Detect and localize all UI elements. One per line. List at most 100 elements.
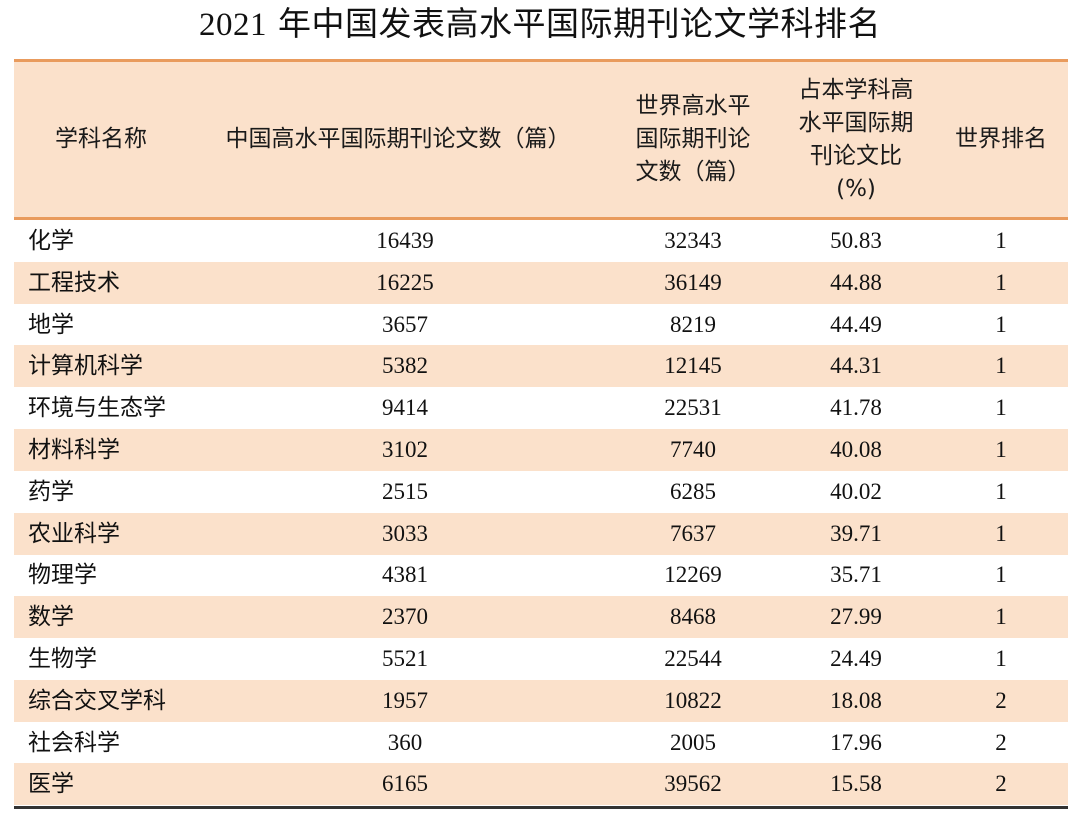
header-lines: 世界排名: [955, 123, 1047, 156]
table-row: 农业科学 3033 7637 39.71 1: [14, 512, 1068, 555]
cell-china-papers: 360: [387, 729, 423, 755]
header-line: 国际期刊论: [635, 126, 751, 152]
cell-share: 44.88: [830, 269, 882, 295]
cell-china-papers: 1957: [382, 687, 428, 713]
cell-world-papers: 32343: [664, 228, 722, 253]
cell-subject: 材料科学: [28, 437, 120, 463]
cell-china-papers: 5521: [382, 646, 428, 671]
cell-subject: 物理学: [28, 562, 97, 589]
cell-china-papers: 3102: [382, 437, 428, 462]
header-line: 世界高水平: [635, 93, 751, 119]
cell-share: 39.71: [830, 520, 882, 546]
cell-subject: 数学: [28, 604, 74, 631]
header-rule: [14, 217, 1068, 220]
header-line: 占本学科高: [798, 76, 914, 103]
cell-world-papers: 7637: [670, 520, 716, 546]
header-share: 占本学科高水平国际期刊论文比 (%): [778, 62, 934, 217]
cell-subject: 药学: [28, 478, 74, 505]
cell-subject: 计算机科学: [28, 353, 143, 380]
header-china-papers: 中国高水平国际期刊论文数（篇）: [188, 62, 608, 217]
cell-rank: 1: [995, 604, 1007, 630]
top-rule: [14, 59, 1068, 62]
cell-world-papers: 39562: [664, 771, 722, 797]
header-line: 世界排名: [955, 126, 1047, 152]
cell-world-papers: 22544: [664, 646, 722, 671]
cell-world-papers: 22531: [664, 395, 722, 421]
cell-rank: 2: [995, 771, 1007, 797]
cell-world-papers: 10822: [664, 687, 722, 713]
cell-rank: 2: [995, 687, 1007, 713]
cell-subject: 化学: [28, 228, 74, 254]
header-rank: 世界排名: [934, 62, 1068, 217]
cell-world-papers: 12269: [664, 562, 722, 588]
header-line: 刊论文比: [810, 142, 902, 169]
cell-china-papers: 6165: [382, 771, 428, 797]
header-lines: 占本学科高水平国际期刊论文比 (%): [799, 74, 914, 206]
cell-share: 15.58: [830, 771, 882, 797]
cell-world-papers: 8219: [670, 311, 716, 337]
cell-rank: 1: [995, 478, 1007, 504]
cell-subject: 工程技术: [28, 269, 120, 296]
header-lines: 世界高水平国际期刊论文数（篇）: [636, 90, 751, 189]
header-line: 学科名称: [55, 126, 147, 152]
table-row: 物理学 4381 12269 35.71 1: [14, 554, 1068, 596]
cell-world-papers: 12145: [664, 353, 722, 379]
cell-rank: 1: [995, 520, 1007, 546]
cell-china-papers: 16225: [376, 269, 434, 295]
cell-china-papers: 2515: [382, 478, 428, 504]
table-row: 生物学 5521 22544 24.49 1: [14, 638, 1068, 680]
table-row: 工程技术 16225 36149 44.88 1: [14, 261, 1068, 304]
cell-rank: 1: [995, 437, 1007, 462]
header-lines: 学科名称: [55, 123, 147, 156]
cell-share: 44.49: [830, 311, 882, 337]
title-text: 年中国发表高水平国际期刊论文学科排名: [278, 4, 881, 43]
cell-subject: 综合交叉学科: [28, 687, 166, 714]
cell-china-papers: 2370: [382, 604, 428, 630]
cell-subject: 生物学: [28, 646, 97, 672]
cell-rank: 1: [995, 353, 1007, 379]
table-row: 材料科学 3102 7740 40.08 1: [14, 429, 1068, 471]
table-row: 社会科学 360 2005 17.96 2: [14, 722, 1068, 764]
header-line: 中国高水平国际期刊论文数（篇）: [225, 126, 571, 152]
cell-rank: 1: [995, 311, 1007, 337]
table-row: 数学 2370 8468 27.99 1: [14, 596, 1068, 639]
cell-share: 24.49: [830, 646, 882, 671]
table-row: 地学 3657 8219 44.49 1: [14, 304, 1068, 346]
cell-china-papers: 9414: [382, 395, 428, 421]
header-line: (%): [836, 175, 876, 202]
table-row: 化学 16439 32343 50.83 1: [14, 220, 1068, 262]
cell-china-papers: 3033: [382, 520, 428, 546]
cell-subject: 农业科学: [28, 520, 120, 547]
bottom-rule: [14, 806, 1068, 809]
cell-rank: 1: [995, 562, 1007, 588]
table-header: [14, 62, 1068, 217]
header-line: 水平国际期: [798, 109, 914, 136]
cell-world-papers: 2005: [670, 729, 716, 755]
cell-world-papers: 6285: [670, 478, 716, 504]
cell-rank: 1: [995, 269, 1007, 295]
cell-subject: 医学: [28, 771, 74, 798]
header-line: 文数（篇）: [635, 159, 751, 185]
table-title: 2021 年中国发表高水平国际期刊论文学科排名: [0, 4, 1080, 45]
cell-subject: 地学: [28, 311, 74, 338]
table-row: 综合交叉学科 1957 10822 18.08 2: [14, 679, 1068, 722]
cell-china-papers: 3657: [382, 311, 428, 337]
cell-china-papers: 4381: [382, 562, 428, 588]
cell-share: 27.99: [830, 604, 882, 630]
cell-subject: 社会科学: [28, 729, 120, 756]
cell-world-papers: 8468: [670, 604, 716, 630]
cell-world-papers: 7740: [670, 437, 716, 462]
cell-rank: 2: [995, 729, 1007, 755]
cell-share: 40.02: [830, 478, 882, 504]
cell-china-papers: 16439: [376, 228, 434, 253]
table-row: 环境与生态学 9414 22531 41.78 1: [14, 387, 1068, 429]
cell-rank: 1: [995, 395, 1007, 421]
cell-rank: 1: [995, 646, 1007, 671]
cell-share: 41.78: [830, 395, 882, 421]
cell-share: 40.08: [830, 437, 882, 462]
table-row: 医学 6165 39562 15.58 2: [14, 763, 1068, 806]
cell-rank: 1: [995, 228, 1007, 253]
title-year: 2021: [199, 7, 267, 43]
header-world-papers: 世界高水平国际期刊论文数（篇）: [608, 62, 778, 217]
table-row: 计算机科学 5382 12145 44.31 1: [14, 345, 1068, 388]
